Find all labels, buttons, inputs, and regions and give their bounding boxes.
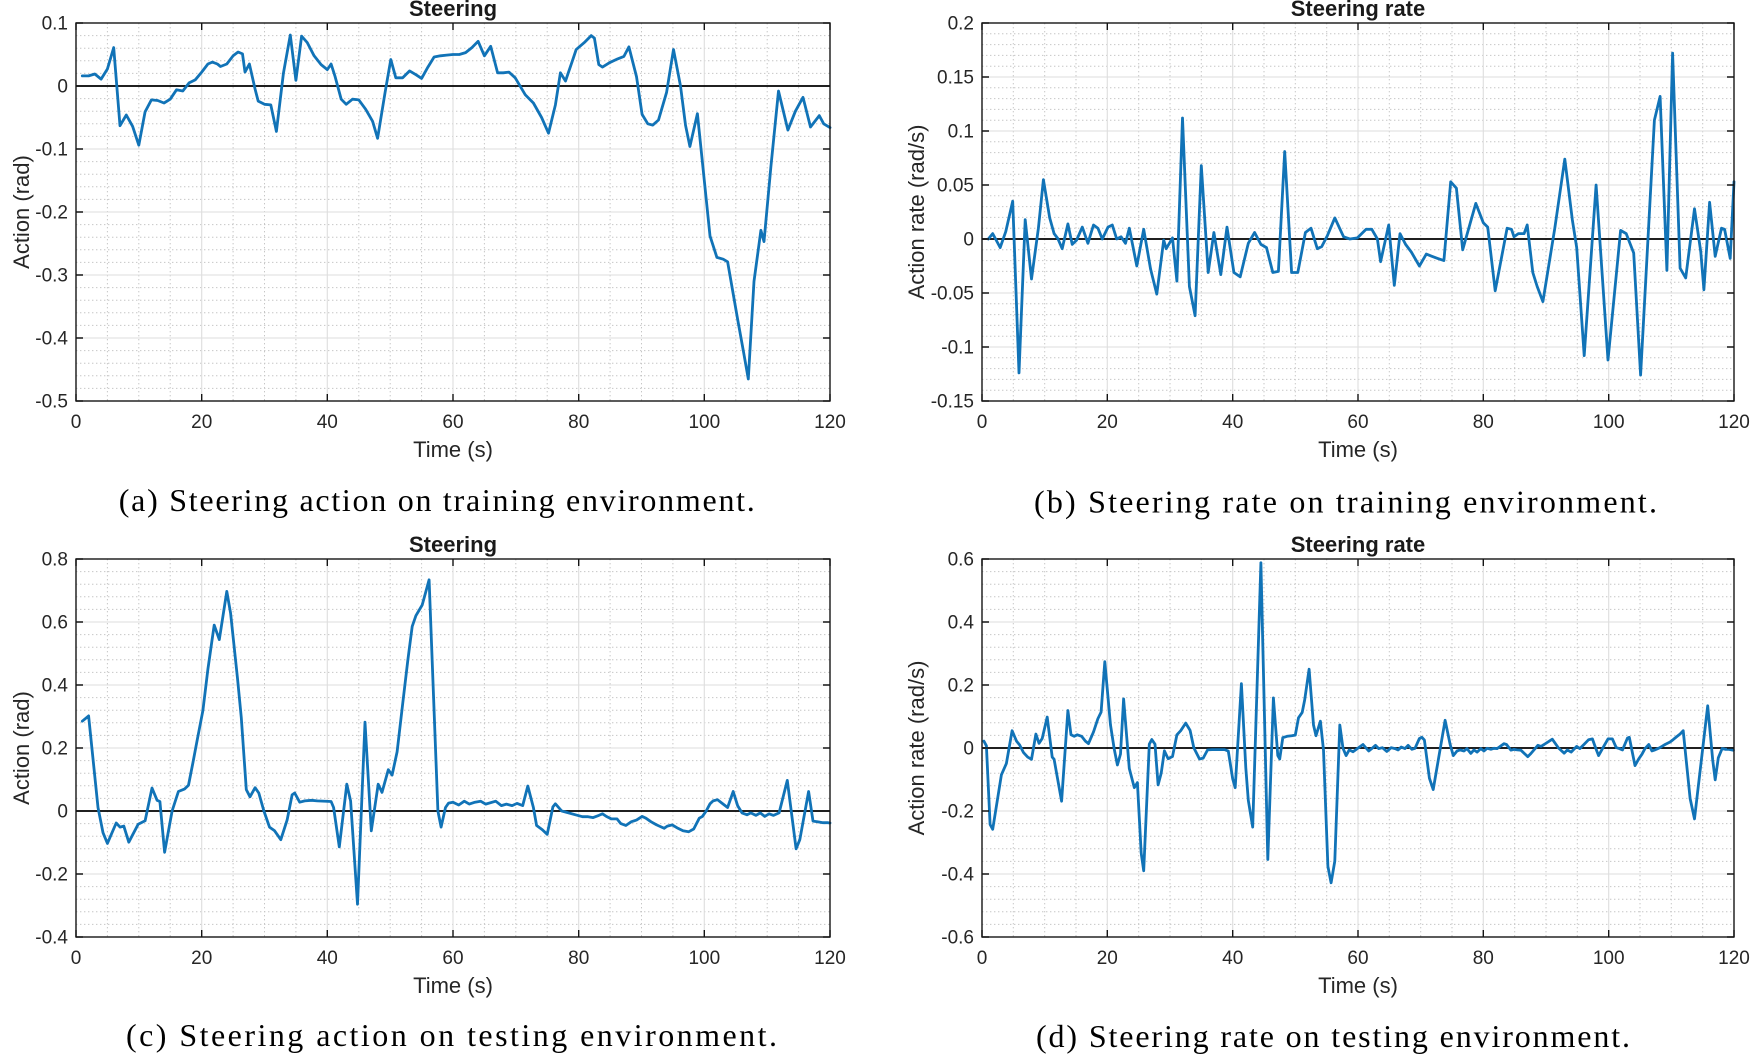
svg-text:100: 100 <box>1593 948 1625 969</box>
svg-text:Time (s): Time (s) <box>413 437 493 462</box>
svg-text:Action rate (rad/s): Action rate (rad/s) <box>904 661 929 836</box>
svg-text:20: 20 <box>191 948 212 969</box>
svg-text:40: 40 <box>317 412 338 433</box>
svg-text:-0.3: -0.3 <box>35 266 68 287</box>
svg-text:-0.2: -0.2 <box>35 203 68 224</box>
svg-text:0: 0 <box>57 77 68 98</box>
svg-text:0.4: 0.4 <box>42 676 69 697</box>
svg-text:0: 0 <box>71 412 82 433</box>
svg-text:Steering: Steering <box>409 0 497 21</box>
svg-text:60: 60 <box>1347 948 1368 969</box>
svg-text:0.4: 0.4 <box>948 613 975 634</box>
svg-text:Steering rate: Steering rate <box>1291 532 1426 557</box>
svg-text:Action (rad): Action (rad) <box>9 155 34 269</box>
svg-text:(d) Steering rate on testing e: (d) Steering rate on testing environment… <box>1036 1018 1630 1054</box>
svg-text:-0.4: -0.4 <box>35 928 68 949</box>
svg-text:0.2: 0.2 <box>948 14 974 35</box>
svg-text:100: 100 <box>688 948 720 969</box>
svg-text:60: 60 <box>442 948 463 969</box>
svg-text:-0.2: -0.2 <box>941 802 974 823</box>
svg-text:-0.1: -0.1 <box>35 140 68 161</box>
svg-text:-0.6: -0.6 <box>941 928 974 949</box>
svg-text:Time (s): Time (s) <box>1318 437 1398 462</box>
svg-text:0: 0 <box>977 948 988 969</box>
svg-text:0.8: 0.8 <box>42 550 68 571</box>
svg-text:0.2: 0.2 <box>42 739 68 760</box>
svg-text:0.1: 0.1 <box>948 122 974 143</box>
svg-text:0: 0 <box>977 412 988 433</box>
svg-text:-0.05: -0.05 <box>931 284 974 305</box>
svg-text:-0.5: -0.5 <box>35 392 68 413</box>
svg-text:80: 80 <box>1473 412 1494 433</box>
svg-text:-0.4: -0.4 <box>941 865 974 886</box>
svg-text:100: 100 <box>688 412 720 433</box>
svg-text:Steering: Steering <box>409 532 497 557</box>
svg-text:40: 40 <box>1222 412 1243 433</box>
svg-text:20: 20 <box>1097 412 1118 433</box>
svg-text:40: 40 <box>1222 948 1243 969</box>
svg-text:40: 40 <box>317 948 338 969</box>
svg-text:Action rate (rad/s): Action rate (rad/s) <box>904 125 929 300</box>
svg-text:80: 80 <box>568 412 589 433</box>
svg-text:(c) Steering action on testing: (c) Steering action on testing environme… <box>126 1017 777 1053</box>
svg-text:20: 20 <box>1097 948 1118 969</box>
svg-text:0.1: 0.1 <box>42 14 68 35</box>
svg-text:120: 120 <box>1718 948 1750 969</box>
svg-text:0.6: 0.6 <box>948 550 974 571</box>
svg-text:0: 0 <box>71 948 82 969</box>
svg-text:Action (rad): Action (rad) <box>9 691 34 805</box>
svg-text:Steering rate: Steering rate <box>1291 0 1426 21</box>
svg-text:0.15: 0.15 <box>937 68 974 89</box>
svg-text:-0.4: -0.4 <box>35 329 68 350</box>
svg-text:Time (s): Time (s) <box>1318 973 1398 998</box>
svg-text:-0.1: -0.1 <box>941 338 974 359</box>
svg-text:(a) Steering action on trainin: (a) Steering action on training environm… <box>119 482 755 518</box>
svg-text:20: 20 <box>191 412 212 433</box>
svg-text:100: 100 <box>1593 412 1625 433</box>
svg-text:120: 120 <box>1718 412 1750 433</box>
svg-text:0: 0 <box>963 230 974 251</box>
svg-text:80: 80 <box>568 948 589 969</box>
svg-text:60: 60 <box>1347 412 1368 433</box>
svg-text:0: 0 <box>963 739 974 760</box>
svg-text:80: 80 <box>1473 948 1494 969</box>
svg-text:0: 0 <box>57 802 68 823</box>
svg-text:120: 120 <box>814 412 846 433</box>
svg-text:120: 120 <box>814 948 846 969</box>
svg-text:0.6: 0.6 <box>42 613 68 634</box>
svg-text:-0.2: -0.2 <box>35 865 68 886</box>
svg-text:0.05: 0.05 <box>937 176 974 197</box>
svg-text:Time (s): Time (s) <box>413 973 493 998</box>
svg-text:-0.15: -0.15 <box>931 392 974 413</box>
svg-text:0.2: 0.2 <box>948 676 974 697</box>
svg-text:60: 60 <box>442 412 463 433</box>
